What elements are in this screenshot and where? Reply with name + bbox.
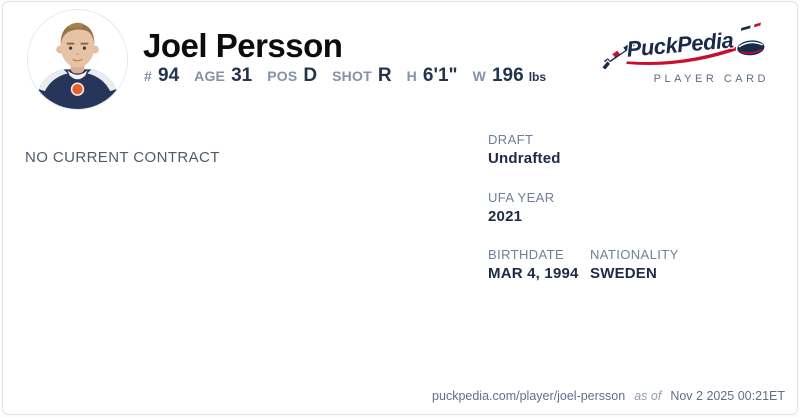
contract-status: NO CURRENT CONTRACT: [25, 149, 220, 166]
stat-weight: W 196 lbs: [473, 65, 546, 87]
info-draft: DRAFT Undrafted: [488, 133, 788, 168]
info-value: MAR 4, 1994: [488, 265, 579, 282]
info-label: UFA YEAR: [488, 189, 555, 205]
stat-age: AGE 31: [194, 65, 252, 87]
puck-icon: [735, 38, 766, 57]
stat-label: #: [144, 68, 152, 84]
info-label: NATIONALITY: [590, 247, 679, 262]
info-birthdate: BIRTHDATE MAR 4, 1994: [488, 248, 590, 283]
stat-unit: lbs: [528, 70, 547, 84]
info-birth-row: BIRTHDATE MAR 4, 1994 NATIONALITY SWEDEN: [488, 248, 788, 306]
player-info-panel: DRAFT Undrafted UFA YEAR 2021 BIRTHDATE …: [488, 133, 788, 306]
stat-value: 31: [231, 65, 253, 86]
info-value: 2021: [488, 207, 523, 225]
stat-value: D: [303, 65, 318, 86]
info-label: DRAFT: [488, 132, 534, 147]
puckpedia-logo-icon: PuckPedia: [600, 21, 766, 70]
player-stats-row: # 94 AGE 31 POS D SHOT R H 6'1" W 196 lb…: [144, 65, 546, 87]
info-label: BIRTHDATE: [488, 247, 565, 262]
footer: puckpedia.com/player/joel-persson as of …: [432, 389, 785, 403]
stat-label: AGE: [194, 68, 226, 84]
footer-timestamp: Nov 2 2025 00:21ET: [670, 389, 785, 403]
info-ufa-year: UFA YEAR 2021: [488, 191, 788, 226]
stat-label: W: [472, 68, 486, 84]
stat-value: R: [377, 65, 392, 86]
puckpedia-logo[interactable]: PuckPedia PLAYER CARD: [599, 18, 771, 85]
player-card-label: PLAYER CARD: [653, 73, 769, 85]
player-name: Joel Persson: [143, 27, 343, 64]
stat-position: POS D: [267, 65, 317, 87]
stat-value: 6'1": [422, 65, 458, 86]
stat-number: # 94: [144, 65, 179, 87]
as-of-label: as of: [634, 389, 662, 403]
stat-value: 196: [491, 65, 524, 86]
info-nationality: NATIONALITY SWEDEN: [590, 248, 679, 283]
player-photo-illustration: [28, 10, 127, 109]
stat-shot: SHOT R: [332, 65, 391, 87]
hockey-stick-icon: [600, 40, 638, 70]
stat-label: H: [406, 68, 417, 84]
info-value: Undrafted: [488, 150, 561, 167]
footer-url-link[interactable]: puckpedia.com/player/joel-persson: [432, 389, 626, 403]
player-avatar: [27, 9, 128, 110]
info-value: SWEDEN: [590, 265, 658, 282]
stat-label: SHOT: [332, 68, 372, 84]
stat-value: 94: [158, 65, 180, 86]
stat-label: POS: [267, 68, 298, 84]
stat-height: H 6'1": [407, 65, 458, 87]
